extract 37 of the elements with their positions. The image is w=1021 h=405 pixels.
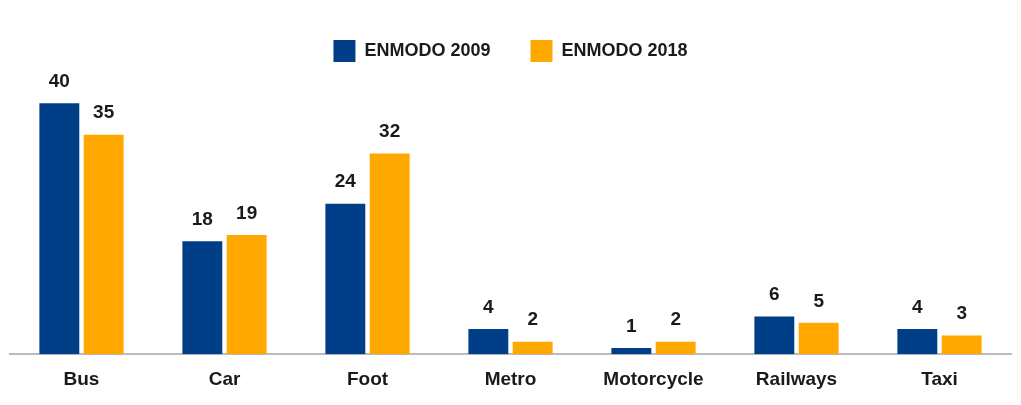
bar: [754, 316, 795, 355]
data-label: 4: [483, 295, 495, 317]
data-label: 19: [236, 201, 258, 223]
legend-label: ENMODO 2018: [561, 39, 688, 60]
x-tick-label: Car: [208, 367, 241, 389]
data-label: 35: [93, 101, 115, 123]
data-label: 40: [48, 70, 70, 92]
bar: [468, 329, 509, 355]
bar: [897, 329, 938, 355]
x-tick-label: Railways: [755, 367, 838, 389]
x-tick-label: Motorcycle: [603, 367, 704, 389]
bar: [369, 153, 410, 355]
data-label: 24: [334, 170, 357, 192]
data-label: 1: [626, 314, 638, 336]
data-label: 32: [379, 120, 401, 142]
x-tick-label: Taxi: [921, 367, 958, 389]
x-tick-label: Metro: [484, 367, 537, 389]
data-label: 2: [527, 308, 538, 330]
data-label: 6: [769, 283, 780, 305]
data-label: 2: [670, 308, 681, 330]
bar: [182, 241, 223, 355]
bar: [39, 103, 80, 355]
bar: [941, 335, 982, 355]
bar: [655, 341, 696, 355]
bar: [611, 347, 652, 355]
data-label: 4: [912, 295, 924, 317]
bar: [325, 203, 366, 355]
bar: [226, 235, 267, 355]
data-label: 3: [956, 302, 967, 324]
bar: [512, 341, 553, 355]
x-tick-label: Bus: [63, 367, 100, 389]
data-label: 5: [813, 289, 825, 311]
bar: [798, 322, 839, 355]
legend-label: ENMODO 2009: [364, 39, 491, 60]
data-label: 18: [191, 208, 213, 230]
bar: [83, 134, 124, 355]
x-tick-label: Foot: [346, 367, 389, 389]
